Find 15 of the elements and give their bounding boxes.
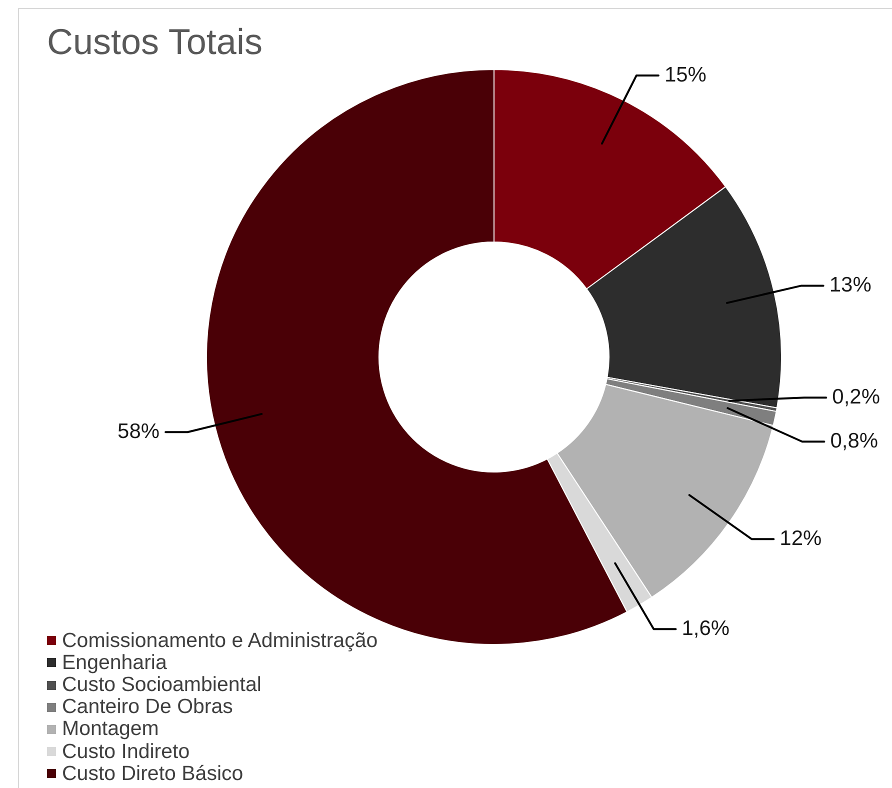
data-label: 15% xyxy=(664,63,706,86)
chart-title: Custos Totais xyxy=(47,21,262,62)
legend-label: Montagem xyxy=(62,717,159,741)
data-label: 1,6% xyxy=(682,616,730,640)
legend-label: Canteiro De Obras xyxy=(62,695,233,718)
legend-label: Custo Socioambiental xyxy=(62,672,262,696)
legend-label: Engenharia xyxy=(62,650,167,674)
data-label: 0,2% xyxy=(832,385,880,408)
legend-label: Comissionamento e Administração xyxy=(62,628,378,652)
legend-label: Custo Direto Básico xyxy=(62,762,244,785)
legend-label: Custo Indireto xyxy=(62,740,190,763)
data-label: 0,8% xyxy=(830,429,878,452)
data-label: 58% xyxy=(118,420,160,443)
data-label: 12% xyxy=(780,526,822,550)
data-label: 13% xyxy=(829,273,872,296)
